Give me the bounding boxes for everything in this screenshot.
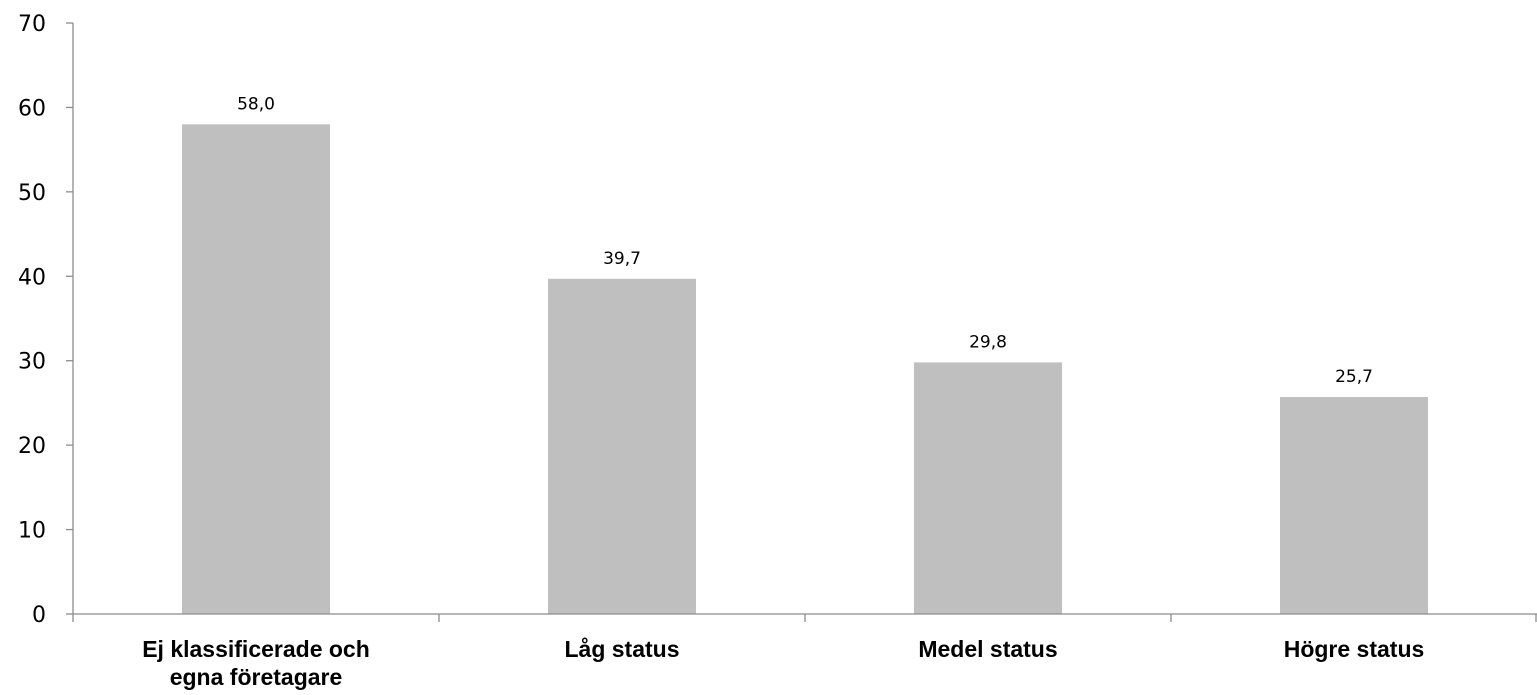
y-tick-label: 60 bbox=[18, 96, 46, 121]
bar bbox=[914, 362, 1062, 614]
bar-series bbox=[182, 124, 1428, 615]
y-axis-ticks: 0 10 20 30 40 50 60 70 bbox=[18, 12, 73, 628]
category-label: Låg status bbox=[564, 636, 679, 662]
data-labels: 58,0 39,7 29,8 25,7 bbox=[237, 94, 1373, 387]
y-tick-label: 70 bbox=[18, 12, 46, 37]
bar bbox=[548, 278, 696, 614]
bar bbox=[1280, 397, 1428, 614]
category-label: Medel status bbox=[918, 636, 1057, 662]
x-axis-ticks bbox=[72, 614, 1537, 622]
y-tick-label: 0 bbox=[32, 603, 46, 628]
data-label: 58,0 bbox=[237, 94, 275, 114]
category-labels: Ej klassificerade och egna företagare Låg … bbox=[142, 636, 1424, 690]
y-tick-label: 30 bbox=[18, 350, 46, 375]
data-label: 25,7 bbox=[1335, 367, 1373, 387]
category-label: Högre status bbox=[1284, 636, 1425, 662]
data-label: 29,8 bbox=[969, 332, 1007, 352]
category-label: Ej klassificerade och egna företagare bbox=[142, 636, 370, 690]
y-tick-label: 10 bbox=[18, 519, 46, 544]
bar bbox=[182, 124, 330, 615]
y-tick-label: 50 bbox=[18, 181, 46, 206]
y-tick-label: 20 bbox=[18, 434, 46, 459]
data-label: 39,7 bbox=[603, 249, 641, 269]
y-tick-label: 40 bbox=[18, 265, 46, 290]
